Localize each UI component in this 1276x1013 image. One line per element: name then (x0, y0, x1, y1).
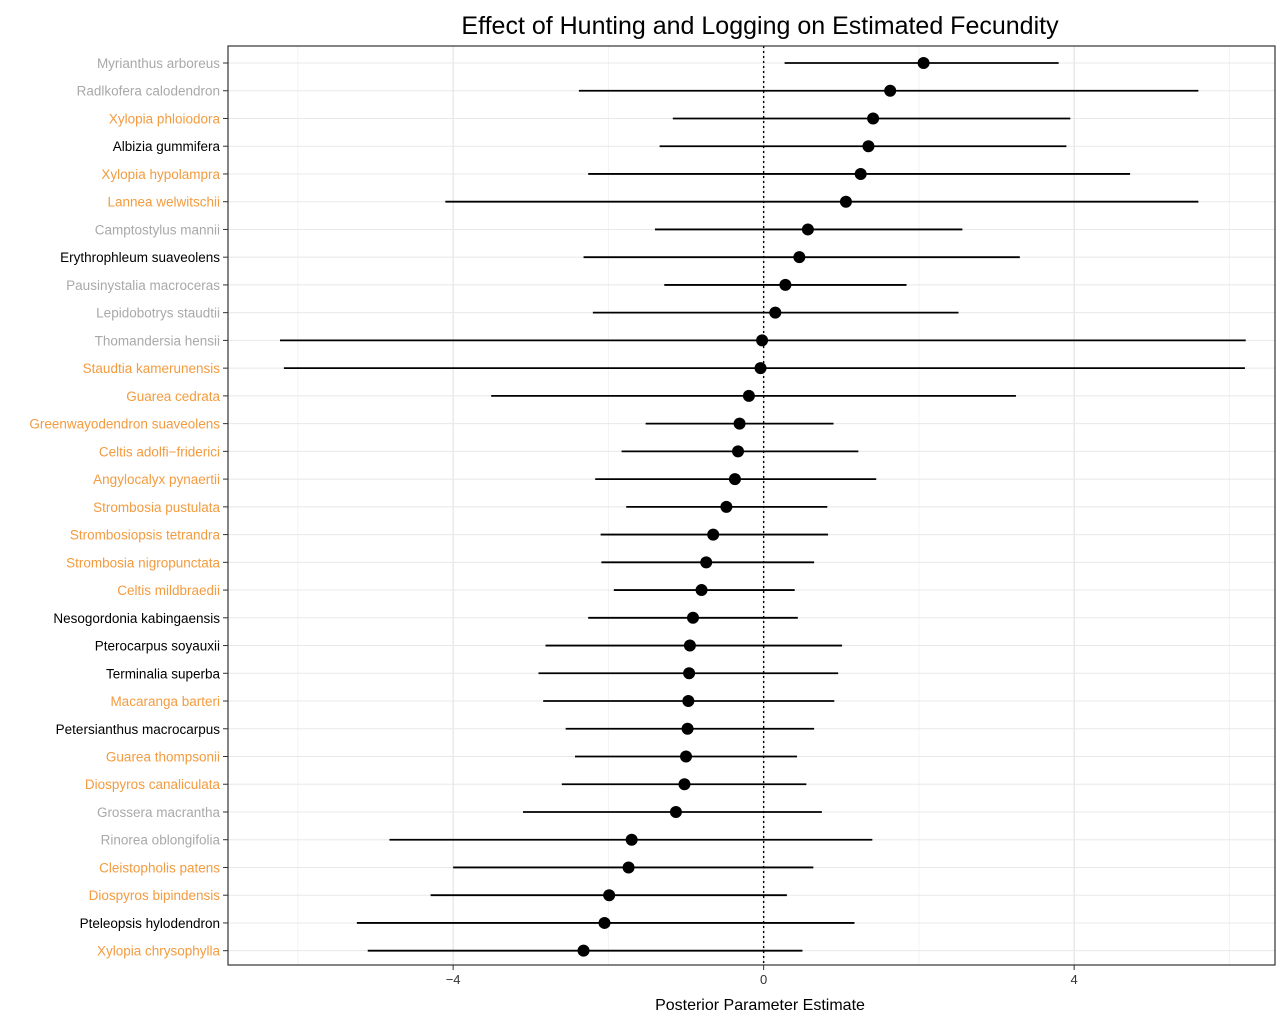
estimate-point (884, 84, 897, 97)
species-label: Guarea cedrata (126, 389, 220, 404)
estimate-point (917, 57, 930, 69)
estimate-point (682, 695, 695, 708)
estimate-point (756, 334, 769, 347)
species-label: Strombosiopsis tetrandra (70, 528, 221, 543)
estimate-point (779, 278, 792, 291)
x-tick-label: 0 (760, 972, 767, 987)
species-label: Pterocarpus soyauxii (95, 639, 220, 654)
species-label: Radlkofera calodendron (77, 84, 220, 99)
species-label: Xylopia chrysophylla (97, 944, 221, 959)
estimate-point (625, 833, 638, 846)
plot-area: Myrianthus arboreus Radlkofera calodendro… (29, 45, 1276, 987)
species-label: Celtis adolfi−friderici (99, 444, 220, 459)
estimate-point (728, 473, 741, 486)
estimate-point (862, 140, 875, 153)
species-label: Guarea thompsonii (106, 750, 220, 765)
species-label: Thomandersia hensii (95, 333, 220, 348)
estimate-point (681, 722, 694, 735)
estimate-point (839, 195, 852, 208)
x-axis-label: Posterior Parameter Estimate (655, 997, 865, 1013)
species-label: Pteleopsis hylodendron (80, 916, 220, 931)
estimate-point (678, 778, 691, 791)
species-label: Lepidobotrys staudtii (96, 306, 220, 321)
species-label: Diospyros bipindensis (89, 888, 221, 903)
species-label: Pausinystalia macroceras (66, 278, 220, 293)
species-label: Erythrophleum suaveolens (60, 250, 220, 265)
species-label: Macaranga barteri (110, 694, 220, 709)
estimate-point (732, 445, 745, 458)
species-label: Xylopia phloiodora (109, 111, 221, 126)
species-label: Camptostylus mannii (95, 222, 220, 237)
estimate-point (683, 639, 696, 652)
estimate-point (867, 112, 880, 125)
species-label: Lannea welwitschii (107, 195, 220, 210)
estimate-point (577, 944, 590, 957)
species-label: Rinorea oblongifolia (101, 833, 221, 848)
x-tick-label: −4 (446, 972, 461, 987)
species-label: Staudtia kamerunensis (83, 361, 221, 376)
estimate-point (801, 223, 814, 236)
species-label: Terminalia superba (106, 666, 221, 681)
species-label: Grossera macrantha (97, 805, 221, 820)
x-tick-label: 4 (1071, 972, 1078, 987)
estimate-point (720, 500, 733, 513)
estimate-point (603, 889, 616, 902)
estimate-point (793, 251, 806, 264)
estimate-point (707, 528, 720, 541)
estimate-point (680, 750, 693, 763)
estimate-point (754, 362, 767, 375)
species-label: Angylocalyx pynaertii (93, 472, 220, 487)
species-label: Greenwayodendron suaveolens (29, 417, 220, 432)
species-label: Petersianthus macrocarpus (56, 722, 221, 737)
species-label: Albizia gummifera (113, 139, 221, 154)
chart-title: Effect of Hunting and Logging on Estimat… (461, 12, 1059, 40)
estimate-point (695, 584, 708, 597)
estimate-point (683, 667, 696, 680)
species-label: Myrianthus arboreus (97, 56, 220, 71)
estimate-point (742, 389, 755, 402)
estimate-point (700, 556, 713, 569)
species-label: Strombosia pustulata (93, 500, 220, 515)
plot-panel-border (227, 45, 1276, 966)
estimate-point (854, 167, 867, 180)
species-label: Cleistopholis patens (99, 860, 220, 875)
species-label: Diospyros canaliculata (85, 777, 221, 792)
species-label: Nesogordonia kabingaensis (53, 611, 220, 626)
species-label: Xylopia hypolampra (101, 167, 220, 182)
estimate-point (598, 916, 611, 929)
estimate-point (769, 306, 782, 319)
estimate-point (687, 611, 700, 624)
species-label: Celtis mildbraedii (117, 583, 220, 598)
species-label: Strombosia nigropunctata (66, 555, 220, 570)
estimate-point (733, 417, 746, 430)
estimate-point (669, 805, 682, 818)
estimate-point (622, 861, 635, 874)
